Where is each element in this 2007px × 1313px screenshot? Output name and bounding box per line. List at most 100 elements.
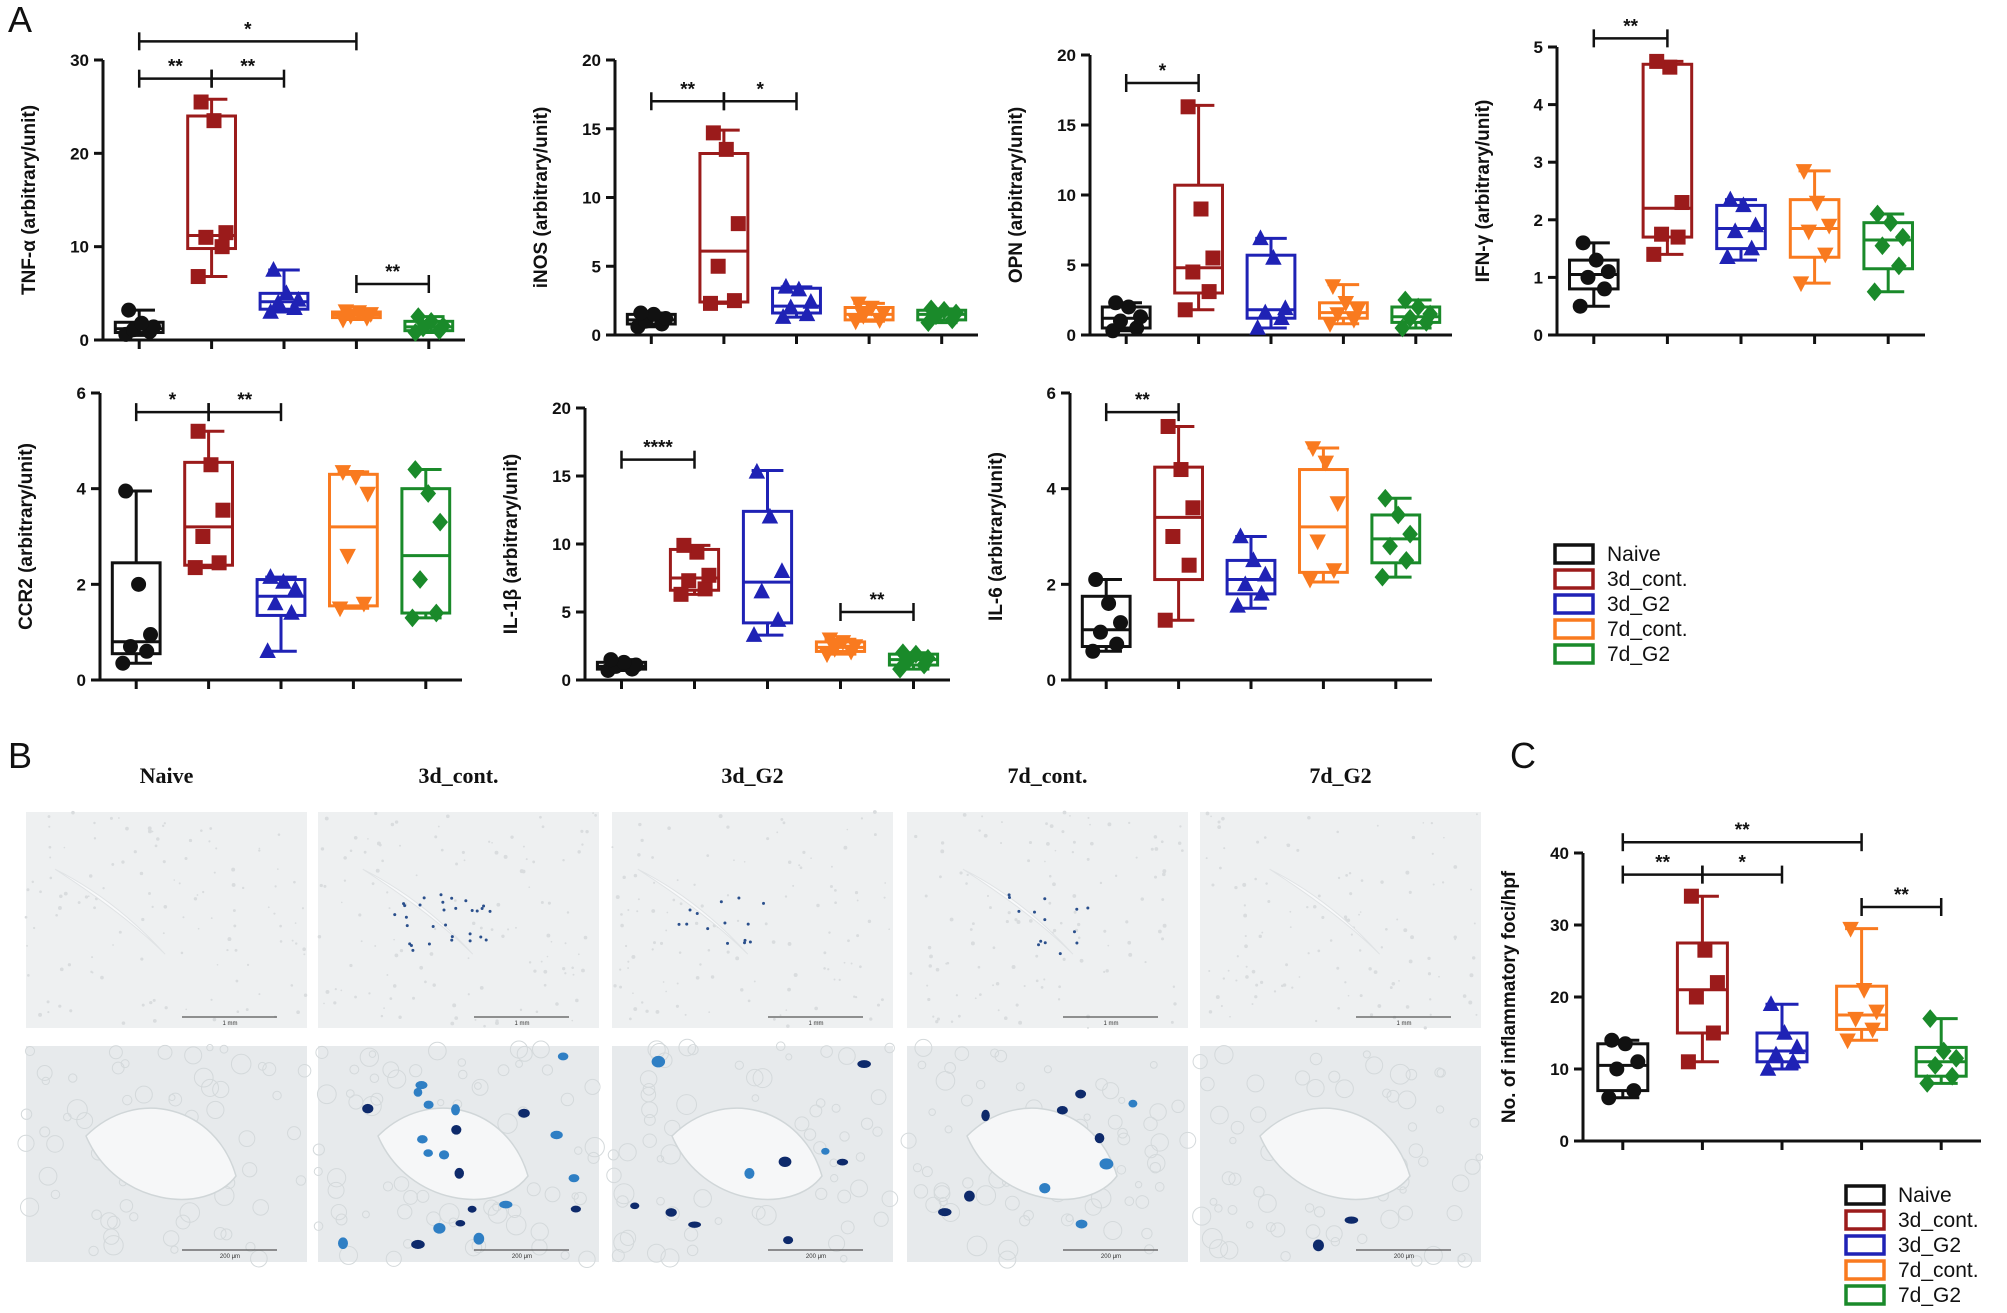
hepatocyte-outline [831,1103,841,1113]
scale-bar-label: 200 μm [512,1254,532,1260]
y-tick-label: 30 [70,51,89,70]
legend-swatch [1844,1234,1886,1256]
stained-cell [726,941,730,945]
data-point [628,657,644,673]
data-point [769,611,787,627]
tissue-speck [162,860,166,864]
stained-cell [468,939,472,943]
scale-bar-label: 200 μm [806,1254,826,1260]
micrograph-title: 7d_G2 [1309,763,1371,788]
tissue-speck [962,813,967,817]
significance-bracket: ** [1621,853,1704,884]
tissue-speck [49,856,52,859]
significance-bracket: ** [1860,885,1943,916]
hepatocyte-outline [1228,1172,1242,1186]
stained-cell [762,901,766,905]
tissue-speck [571,966,574,970]
tissue-speck [581,843,584,846]
tissue-speck [258,847,261,850]
data-point [761,507,779,524]
tissue-speck [1317,949,1321,953]
tissue-speck [575,998,579,1003]
data-point [423,311,440,331]
tissue-speck [1431,852,1434,855]
data-point [802,293,820,309]
y-tick-label: 15 [552,467,571,486]
tissue-speck [787,860,792,864]
stained-cell [1075,907,1079,911]
vessel-lumen [1259,1107,1411,1201]
stained-cell [938,1208,952,1217]
data-point [287,580,304,596]
hepatocyte-outline [129,1212,139,1222]
hepatocyte-outline [1304,1203,1315,1213]
tissue-speck [1160,840,1164,844]
hepatocyte-outline [1015,1082,1025,1092]
tissue-speck [1048,901,1052,905]
hepatocyte-outline [809,1104,823,1118]
tissue-speck [1260,980,1264,985]
hepatocyte-outline [1475,1153,1484,1162]
tissue-speck [633,1007,638,1011]
hepatocyte-outline [815,1187,828,1201]
tissue-speck [936,1017,940,1021]
data-point [702,295,718,311]
tissue-speck [1046,842,1050,846]
micrograph-low-mag: 1 mm [907,810,1188,1029]
tissue-speck [353,835,358,840]
tissue-speck [1469,973,1474,978]
tissue-speck [200,829,203,832]
tissue-speck [388,907,391,910]
data-point [818,647,836,664]
tissue-speck [735,956,740,961]
legend-swatch [1553,643,1595,665]
tissue-speck [324,816,329,821]
tissue-speck [163,822,166,825]
tissue-speck [1162,869,1167,874]
tissue-speck [1291,986,1294,989]
stained-cell [409,944,413,948]
tissue-speck [802,850,806,854]
tissue-speck [63,891,68,896]
data-point [1177,302,1193,318]
tissue-speck [148,892,151,895]
tissue-speck [156,837,160,841]
stained-cell [441,900,445,904]
y-tick-label: 10 [1057,186,1076,205]
box-7d_G2 [1914,1009,1968,1093]
tissue-speck [1072,894,1077,898]
stained-cell [778,1156,792,1167]
data-point [1868,1004,1885,1021]
tissue-speck [1422,822,1425,824]
tissue-speck [1077,922,1081,927]
data-point [118,483,134,499]
hepatocyte-outline [1411,1255,1423,1267]
tissue-speck [90,970,93,973]
stained-cell [677,922,681,926]
tissue-speck [1154,847,1159,851]
hepatocyte-outline [507,1204,522,1219]
tissue-speck [173,879,176,881]
tissue-speck [1289,910,1292,913]
data-point [146,319,162,335]
vessel-lumen [637,868,749,955]
hepatocyte-outline [683,1227,699,1242]
legend-label: Naive [1607,543,1661,566]
stained-cell [570,1205,581,1213]
tissue-speck [776,831,779,834]
hepatocyte-outline [157,1044,173,1060]
hepatocyte-outline [1435,1105,1445,1114]
data-point [658,311,674,326]
significance-label: ** [168,57,183,78]
tissue-speck [1408,959,1413,964]
data-point [1935,1041,1952,1061]
tissue-speck [1358,913,1360,916]
data-point [1891,256,1907,276]
tissue-speck [1215,995,1220,1000]
hepatocyte-outline [1306,1078,1325,1098]
hepatocyte-outline [1250,1106,1267,1123]
tissue-speck [693,883,696,886]
significance-label: ** [870,590,885,611]
hepatocyte-outline [1325,1225,1343,1243]
